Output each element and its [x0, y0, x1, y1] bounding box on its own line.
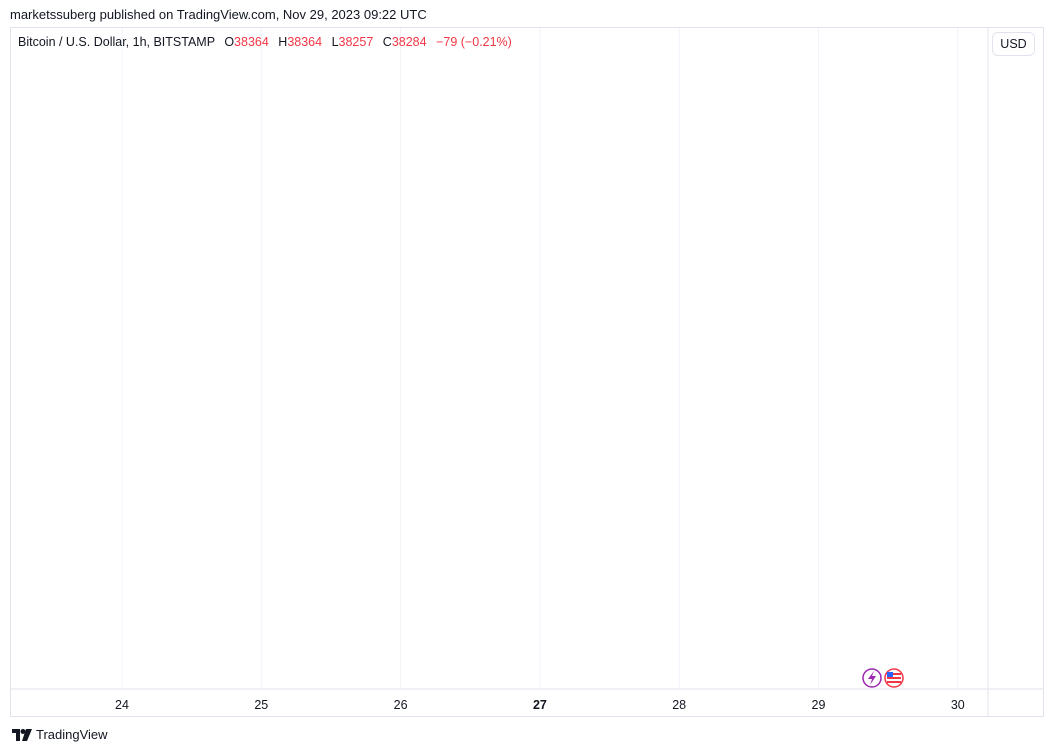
time-tick-label: 29 — [812, 698, 826, 712]
close-label: C — [382, 35, 392, 49]
tradingview-brand: TradingView — [36, 727, 108, 742]
open-label: O — [224, 35, 235, 49]
close-value: 38284 — [391, 35, 427, 49]
change-value: −79 (−0.21%) — [436, 35, 512, 49]
ohlc-legend: Bitcoin / U.S. Dollar, 1h, BITSTAMP O383… — [18, 35, 512, 49]
high-label: H — [278, 35, 288, 49]
us-flag-icon[interactable] — [884, 668, 904, 688]
event-icons — [862, 668, 904, 688]
low-label: L — [331, 35, 339, 49]
time-axis: 24 25 26 27 28 29 30 — [115, 698, 965, 712]
tradingview-logo-icon — [12, 728, 32, 741]
grid-lines — [10, 28, 1044, 716]
time-tick-label: 28 — [672, 698, 686, 712]
time-tick-label: 25 — [254, 698, 268, 712]
currency-button[interactable]: USD — [992, 32, 1035, 56]
published-by-text: marketssuberg published on TradingView.c… — [10, 7, 427, 22]
tradingview-footer[interactable]: TradingView — [12, 727, 108, 742]
time-tick-label: 26 — [394, 698, 408, 712]
time-tick-label: 30 — [951, 698, 965, 712]
chart-frame[interactable] — [10, 27, 1044, 717]
time-tick-label: 24 — [115, 698, 129, 712]
low-value: 38257 — [338, 35, 374, 49]
open-value: 38364 — [234, 35, 269, 49]
symbol-description: Bitcoin / U.S. Dollar, 1h, BITSTAMP — [18, 35, 215, 49]
high-value: 38364 — [287, 35, 323, 49]
time-tick-label: 27 — [533, 698, 547, 712]
flash-event-icon[interactable] — [862, 668, 882, 688]
